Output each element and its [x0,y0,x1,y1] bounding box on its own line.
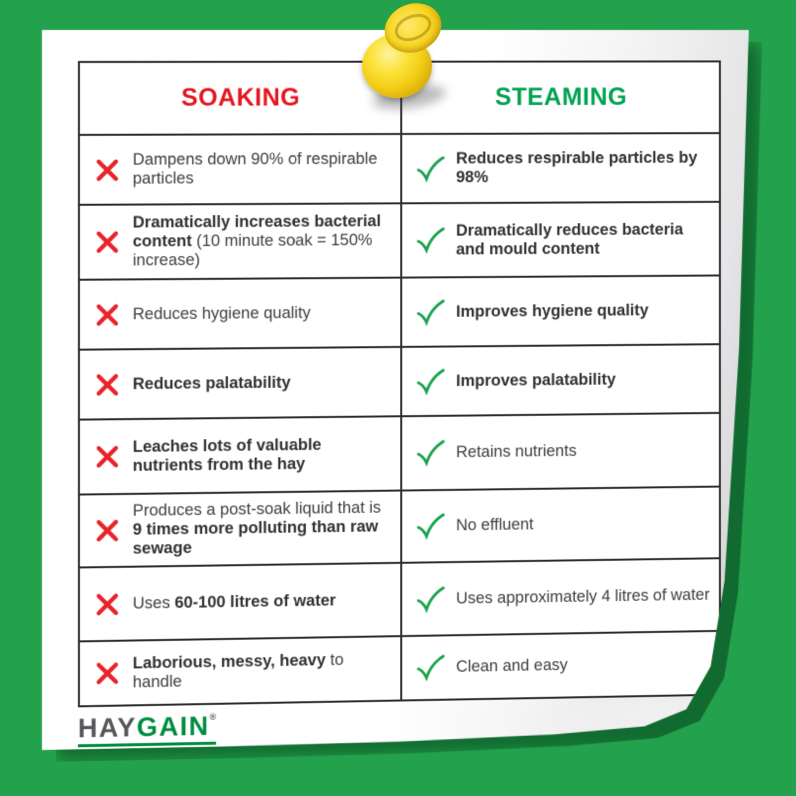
check-icon [416,440,445,467]
haygain-logo: HAYGAIN® [78,713,216,748]
soaking-cell: Uses 60-100 litres of water [80,562,400,641]
yellow-push-pin [356,0,452,114]
cell-text: Dampens down 90% of respirable particles [132,150,378,188]
soaking-header: SOAKING [181,83,301,112]
steaming-cell: Dramatically reduces bacteria and mould … [400,201,719,277]
cell-text: Uses 60-100 litres of water [132,591,336,613]
cell-text: Leaches lots of valuable nutrients from … [132,435,322,475]
cell-text: Dramatically reduces bacteria and mould … [456,220,684,258]
steaming-cell: Retains nutrients [400,412,719,490]
soaking-cell: Reduces palatability [80,346,400,419]
cell-text: Clean and easy [456,656,568,676]
cross-icon [92,157,122,182]
cell-text: Reduces hygiene quality [132,303,311,323]
check-icon [416,513,445,540]
cell-text: Retains nutrients [456,442,577,462]
cell-text: Reduces respirable particles by 98% [456,149,698,187]
cell-text: Improves hygiene quality [456,301,649,321]
cell-text: Produces a post-soak liquid that is 9 ti… [132,499,381,558]
cross-icon [92,372,122,397]
soaking-cell: Dramatically increases bacterial content… [80,202,400,278]
cell-text: Uses approximately 4 litres of water [456,585,710,608]
cell-text: Improves palatability [456,370,616,390]
cross-icon [92,444,122,469]
check-icon [416,299,445,326]
steaming-cell: Improves palatability [400,343,719,415]
comparison-table: SOAKING STEAMING Dampens down 90% of res… [78,60,721,707]
check-icon [416,155,445,182]
cross-icon [92,230,122,255]
cross-icon [92,591,122,616]
cross-icon [92,661,122,686]
steaming-cell: No effluent [400,486,719,562]
soaking-cell: Reduces hygiene quality [80,277,400,349]
steaming-cell: Improves hygiene quality [400,274,719,345]
cell-text: Dramatically increases bacterial content… [132,212,381,270]
soaking-cell: Laborious, messy, heavy to handle [80,635,400,705]
check-icon [416,227,445,254]
cell-text: No effluent [456,515,534,535]
check-icon [416,368,445,395]
soaking-cell: Dampens down 90% of respirable particles [80,133,400,204]
cross-icon [92,518,122,543]
logo-hay: HAY [77,712,137,744]
logo-trademark: ® [209,711,217,722]
cell-text: Laborious, messy, heavy to handle [132,650,344,691]
cross-icon [92,302,122,327]
check-icon [416,585,445,612]
steaming-cell: Uses approximately 4 litres of water [400,557,719,635]
soaking-cell: Produces a post-soak liquid that is 9 ti… [80,490,400,567]
logo-gain: GAIN [136,710,210,743]
paper-sheet: SOAKING STEAMING Dampens down 90% of res… [42,30,749,750]
steaming-cell: Reduces respirable particles by 98% [400,132,719,202]
cell-text: Reduces palatability [132,373,291,393]
check-icon [416,654,445,681]
soaking-cell: Leaches lots of valuable nutrients from … [80,415,400,493]
steaming-cell: Clean and easy [400,630,719,700]
